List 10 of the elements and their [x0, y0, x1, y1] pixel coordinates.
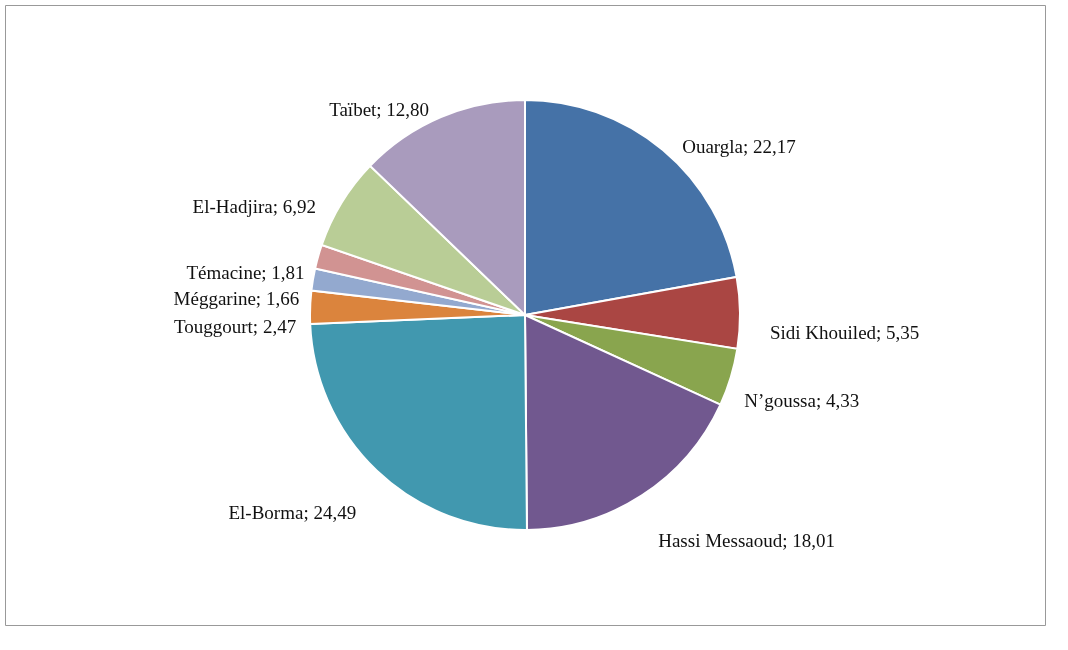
slice-label: Hassi Messaoud; 18,01 [658, 529, 836, 551]
slice-label: Touggourt; 2,47 [173, 315, 297, 337]
slice-label: El-Borma; 24,49 [228, 501, 357, 523]
slice-label: Taïbet; 12,80 [329, 98, 430, 120]
slice-label: Sidi Khouiled; 5,35 [769, 321, 920, 343]
slice-label: Méggarine; 1,66 [173, 287, 300, 309]
slice-label: Ouargla; 22,17 [682, 136, 796, 158]
slice-label: Témacine; 1,81 [186, 261, 305, 283]
slice-label: El-Hadjira; 6,92 [192, 196, 317, 218]
slice-label: N’goussa; 4,33 [744, 390, 860, 412]
